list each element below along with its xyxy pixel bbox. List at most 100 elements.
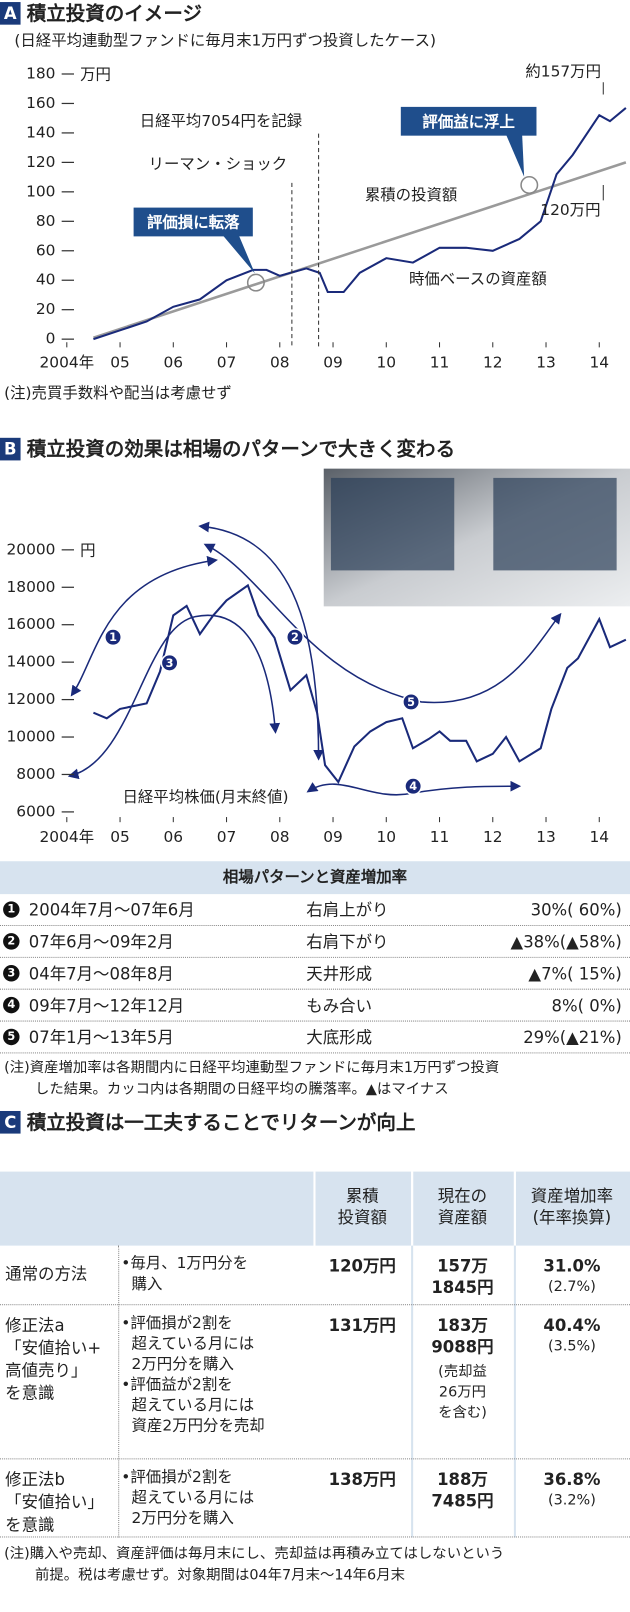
y-tick-label: 14000 — [6, 653, 55, 671]
pattern: 天井形成 — [306, 964, 373, 984]
pattern-number: 3 — [3, 965, 20, 982]
description: 超えている月には — [131, 1488, 255, 1507]
y-tick-label: 16000 — [6, 615, 55, 633]
x-tick-label: 10 — [376, 828, 396, 846]
col-divider — [313, 1171, 316, 1538]
y-tick-label: 40 — [36, 271, 56, 289]
pattern-arrow — [67, 614, 281, 780]
column-header: 資産増加率 — [530, 1186, 614, 1206]
cell-bg — [0, 861, 630, 895]
y-unit: 万円 — [80, 66, 111, 84]
annotation: 日経平均7054円を記録 — [140, 112, 302, 130]
period: 2004年7月～07年6月 — [28, 900, 195, 920]
x-tick-label: 12 — [483, 353, 503, 371]
section-title: 積立投資のイメージ — [26, 2, 202, 25]
y-tick-label: 18000 — [6, 578, 55, 596]
x-tick-label: 2004年 — [39, 828, 94, 846]
section-title: 積立投資は一工夫することでリターンが向上 — [26, 1111, 416, 1134]
x-tick-label: 14 — [589, 353, 609, 371]
rate: ▲7%( 15%) — [528, 964, 622, 984]
y-tick-label: 6000 — [16, 802, 55, 820]
y-tick-label: 8000 — [16, 765, 55, 783]
description: 購入 — [131, 1274, 163, 1293]
data-line — [93, 583, 627, 784]
current-note: (売却益 — [438, 1363, 487, 1381]
subtitle: (日経平均連動型ファンドに毎月末1万円ずつ投資したケース) — [14, 32, 436, 50]
photo-board — [493, 477, 617, 571]
pattern-number: 4 — [409, 780, 417, 793]
cross-marker — [520, 175, 539, 194]
callout-text: 評価益に浮上 — [422, 112, 514, 131]
pattern-arrow — [70, 555, 218, 697]
description: 2万円分を購入 — [131, 1508, 234, 1528]
series-label: 時価ベースの資産額 — [409, 270, 547, 288]
current-note: 26万円 — [438, 1384, 487, 1401]
y-tick-label: 20000 — [6, 540, 55, 558]
y-tick-label: 180 — [26, 64, 55, 82]
y-tick-label: 100 — [26, 182, 55, 200]
row-divider — [0, 1304, 630, 1306]
y-tick-label: 80 — [36, 212, 56, 230]
invested: 131万円 — [328, 1315, 396, 1336]
callout-pointer — [505, 133, 525, 177]
pattern-marker — [402, 692, 421, 711]
column-header: 資産額 — [437, 1207, 488, 1228]
description: 超えている月には — [131, 1395, 255, 1415]
period: 04年7月～08年8月 — [28, 964, 174, 984]
rate-annual: (3.2%) — [548, 1492, 596, 1509]
y-tick-label: 12000 — [6, 690, 55, 708]
section-badge — [0, 1110, 21, 1134]
series-label: 累積の投資額 — [365, 186, 457, 204]
x-tick-label: 06 — [163, 353, 183, 371]
x-tick-label: 05 — [110, 353, 130, 371]
period: 07年6月～09年2月 — [28, 932, 174, 952]
y-tick-label: 20 — [36, 300, 56, 318]
description: •評価損が2割を — [121, 1313, 233, 1332]
x-tick-label: 05 — [110, 828, 130, 846]
rate: 8%( 0%) — [551, 995, 622, 1016]
data-line — [93, 161, 627, 339]
pattern-marker — [160, 653, 179, 672]
pattern-number: 4 — [3, 996, 20, 1014]
period: 07年1月～13年5月 — [28, 1027, 174, 1048]
description: •評価益が2割を — [121, 1375, 233, 1394]
section-title: 積立投資の効果は相場のパターンで大きく変わる — [26, 438, 455, 461]
row-divider — [0, 924, 630, 926]
column-header: 現在の — [437, 1186, 488, 1206]
description: 2万円分を購入 — [131, 1354, 234, 1374]
pattern-number: 1 — [109, 631, 117, 644]
x-tick-label: 08 — [270, 828, 290, 846]
table-note: 前提。税は考慮せず。対象期間は04年7月末～14年6月末 — [34, 1567, 405, 1584]
pattern-marker — [404, 777, 423, 796]
x-tick-label: 09 — [323, 353, 343, 371]
pattern: 右肩下がり — [306, 932, 389, 952]
pattern-number: 2 — [291, 631, 299, 644]
series-label: 日経平均株価(月末終値) — [122, 788, 288, 806]
x-tick-label: 13 — [536, 353, 556, 371]
x-tick-label: 12 — [483, 828, 503, 846]
y-tick-label: 60 — [36, 241, 56, 259]
method: 修正法a — [5, 1315, 65, 1336]
method: を意識 — [5, 1383, 55, 1403]
x-tick-label: 13 — [536, 828, 556, 846]
current: 188万 — [437, 1469, 488, 1490]
section-label: B — [4, 440, 17, 459]
pattern-number: 1 — [3, 901, 20, 918]
row-divider — [0, 956, 630, 958]
pattern-marker — [104, 628, 123, 647]
x-tick-label: 11 — [430, 353, 450, 371]
description: 超えている月には — [131, 1333, 255, 1353]
y-tick-label: 120 — [26, 153, 55, 171]
y-tick-label: 140 — [26, 123, 55, 141]
method: を意識 — [5, 1514, 55, 1535]
table-note: (注)購入や売却、資産評価は毎月末にし、売却益は再積み立てはしないという — [4, 1545, 505, 1563]
x-tick-label: 10 — [376, 353, 396, 371]
column-header: 投資額 — [337, 1207, 387, 1228]
col-divider — [513, 1245, 516, 1538]
annotation: 約157万円 — [525, 62, 601, 80]
callout-text: 評価損に転落 — [147, 213, 240, 232]
method: 高値売り」 — [5, 1360, 88, 1381]
column-header: 累積 — [345, 1186, 379, 1206]
annotation: リーマン・ショック — [149, 155, 288, 173]
